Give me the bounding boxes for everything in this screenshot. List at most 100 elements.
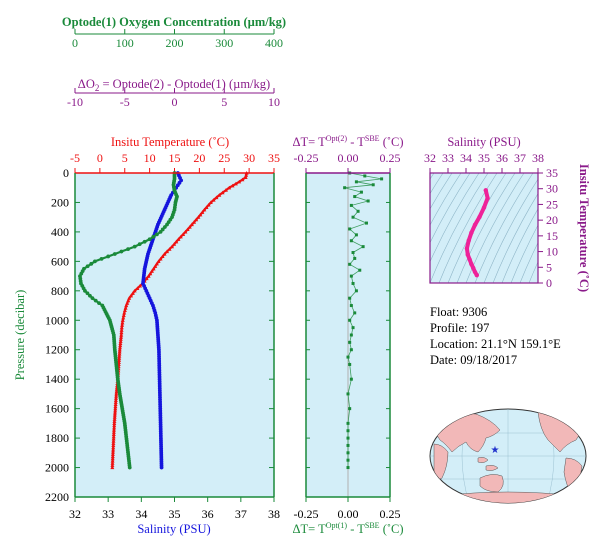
float-info: Float: 9306 Profile: 197 Location: 21.1°… <box>430 305 561 367</box>
delta-t-point <box>353 256 357 260</box>
temperature-point <box>148 271 153 276</box>
temperature-point <box>119 335 124 339</box>
delta-o2-axis-tick-label: 0 <box>172 95 178 109</box>
ts-salinity-tick-label: 38 <box>532 151 544 165</box>
salinity-axis-tick-label: 37 <box>235 507 247 521</box>
ts-point <box>483 188 488 193</box>
delta-t-point <box>354 289 358 293</box>
delta-t-point <box>356 209 360 213</box>
temperature-point <box>110 456 115 461</box>
temperature-axis-tick-label: 5 <box>122 151 128 165</box>
temperature-point <box>113 400 118 404</box>
delta-t-point <box>353 195 357 199</box>
oxygen-point <box>155 232 159 237</box>
temperature-point <box>208 200 213 205</box>
salinity-axis-title: Salinity (PSU) <box>137 522 210 536</box>
temperature-point <box>112 419 117 423</box>
temperature-point <box>113 404 118 409</box>
temperature-point <box>185 227 190 232</box>
density-contour <box>430 173 462 226</box>
ts-point <box>477 214 482 220</box>
temperature-point <box>110 458 115 463</box>
temperature-point <box>230 183 235 188</box>
temperature-point <box>111 450 116 454</box>
delta-t-point <box>351 251 355 255</box>
temperature-point <box>114 389 119 394</box>
ts-temperature-tick-label: 10 <box>546 245 558 259</box>
density-contour <box>528 261 538 283</box>
temperature-point <box>116 360 121 364</box>
delta-t-point <box>359 190 363 194</box>
density-contour <box>483 178 538 283</box>
ts-point <box>485 195 490 201</box>
temperature-point <box>117 351 122 356</box>
temperature-point <box>110 463 115 467</box>
temperature-axis-tick-label: 10 <box>144 151 156 165</box>
salinity-axis-tick-label: 34 <box>135 507 147 521</box>
temperature-point <box>119 330 124 335</box>
oxygen-axis-tick-label: 200 <box>166 36 184 50</box>
ts-point <box>464 246 470 251</box>
temperature-point <box>117 356 122 360</box>
delta-t-top-tick-label: 0.25 <box>380 151 401 165</box>
temperature-point <box>112 412 117 417</box>
delta-t-point <box>348 296 352 300</box>
ts-point <box>469 230 474 235</box>
date: Date: 09/18/2017 <box>430 353 517 367</box>
ts-temperature-tick-label: 30 <box>546 182 558 196</box>
ts-temperature-tick-label: 15 <box>546 229 558 243</box>
temperature-axis-tick-label: 0 <box>97 151 103 165</box>
temperature-point <box>237 179 242 184</box>
temperature-point <box>154 261 159 266</box>
temperature-point <box>118 339 123 343</box>
ts-point <box>472 222 478 228</box>
temperature-axis-tick-label: 20 <box>193 151 205 165</box>
ts-temperature-tick-label: 5 <box>546 260 552 274</box>
profile-panel-background <box>75 173 274 497</box>
oxygen-point <box>160 227 165 232</box>
temperature-point <box>111 447 116 452</box>
delta-t-point <box>366 199 370 203</box>
delta-t-point <box>343 186 347 190</box>
temperature-point <box>122 308 127 313</box>
density-contour <box>474 173 534 283</box>
pressure-axis-tick-label: 0 <box>63 166 69 180</box>
location: Location: 21.1°N 159.1°E <box>430 337 561 351</box>
temperature-point <box>146 274 151 278</box>
delta-t-point <box>349 239 353 243</box>
temperature-point <box>112 415 117 419</box>
delta-t-point <box>349 203 353 207</box>
delta-t-point <box>346 421 350 425</box>
oxygen-series <box>78 171 179 470</box>
delta-t-point <box>346 392 350 396</box>
delta-t-point <box>348 407 352 411</box>
delta-t-top-tick-label: 0.00 <box>338 151 359 165</box>
oxygen-point <box>83 288 87 293</box>
temperature-point <box>170 244 175 249</box>
temperature-point <box>120 320 125 325</box>
density-contour <box>430 173 453 210</box>
temperature-axis-tick-label: 35 <box>268 151 280 165</box>
ts-salinity-tick-label: 33 <box>442 151 454 165</box>
oxygen-point <box>106 254 111 259</box>
ts-salinity-title: Salinity (PSU) <box>447 135 520 149</box>
temperature-point <box>111 439 116 443</box>
temperature-point <box>172 242 177 246</box>
salinity-axis-tick-label: 36 <box>202 507 214 521</box>
delta-t-point <box>349 274 353 278</box>
delta-t-bottom-tick-label: 0.00 <box>338 507 359 521</box>
temperature-point <box>122 310 127 315</box>
pressure-axis-tick-label: 1800 <box>45 431 69 445</box>
salinity-axis-tick-label: 38 <box>268 507 280 521</box>
delta-t-point <box>348 362 352 366</box>
pressure-axis-title: Pressure (decibar) <box>13 290 27 381</box>
temperature-point <box>156 259 161 263</box>
temperature-point <box>194 217 199 222</box>
oxygen-axis-tick-label: 400 <box>265 36 283 50</box>
temperature-point <box>192 220 197 224</box>
temperature-point <box>111 445 116 450</box>
density-contour <box>465 173 525 283</box>
temperature-point <box>178 234 183 239</box>
oxygen-point <box>127 465 132 470</box>
